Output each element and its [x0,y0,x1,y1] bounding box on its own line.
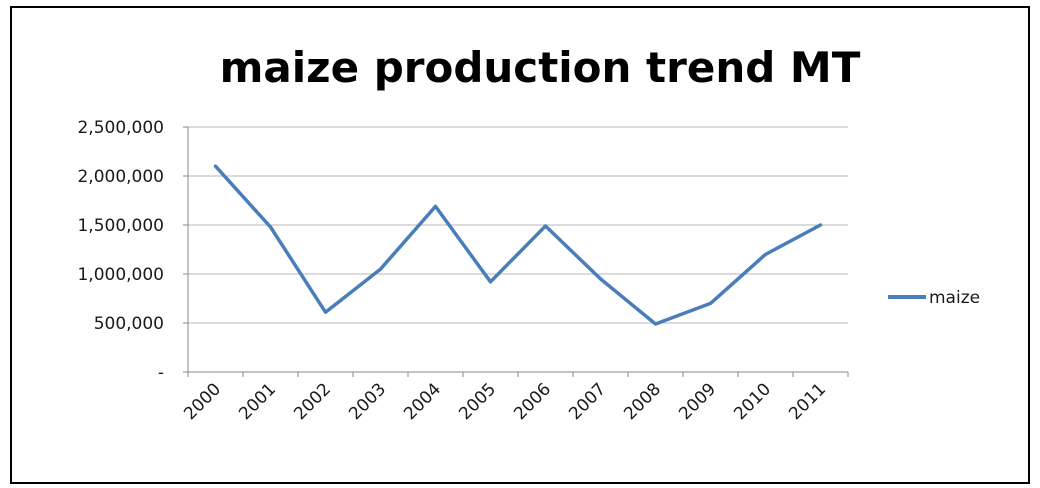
series-maize [213,164,823,326]
x-tick-label: 2002 [290,379,335,424]
x-tick-label: 2006 [510,379,555,424]
chart-frame [10,6,1030,484]
y-tick-label: 2,500,000 [77,118,164,138]
y-tick-label: 1,500,000 [77,216,164,236]
x-tick-label: 2004 [400,379,445,424]
x-tick-label: 2001 [235,379,280,424]
data-point [545,225,546,227]
data-point [435,205,436,207]
axes [183,126,849,377]
y-tick-label: 2,000,000 [77,167,164,187]
data-point [600,278,601,280]
data-point [380,268,381,270]
x-tick-label: 2005 [455,379,500,424]
data-point [270,226,271,228]
y-tick-labels: - 500,000 1,000,000 1,500,000 2,000,000 2,500… [77,118,164,383]
series-line-maize [213,164,823,326]
x-tick-label: 2008 [620,379,665,424]
chart-title: maize production trend MT [220,43,861,92]
data-point [765,253,766,255]
x-tick-label: 2009 [675,379,720,424]
data-point [710,302,711,304]
x-tick-label: 2003 [345,379,390,424]
x-tick-label: 2011 [785,379,830,424]
x-tick-labels: 2000 2001 2002 2003 2004 2005 2006 2007 2008 2009… [180,379,830,424]
y-tick-label: 500,000 [94,314,164,334]
legend: maize [888,288,980,308]
grid-lines [188,126,848,324]
data-point [655,323,656,325]
legend-label-maize: maize [929,288,980,308]
x-tick-label: 2000 [180,379,225,424]
data-point [820,224,821,226]
data-point [490,281,491,283]
x-tick-label: 2007 [565,379,610,424]
y-tick-label: 1,000,000 [77,265,164,285]
data-point [215,165,216,167]
data-point [325,311,326,313]
x-tick-label: 2010 [730,379,775,424]
y-tick-label: - [158,363,164,383]
